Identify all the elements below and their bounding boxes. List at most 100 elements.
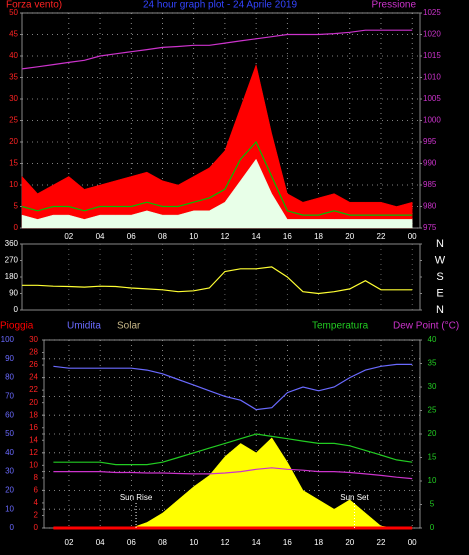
x-tick-label: 16 (283, 538, 292, 547)
y2-tick-label: 1000 (423, 116, 441, 125)
y-tick-label: 80 (5, 373, 14, 382)
y3-tick-label: 8 (34, 473, 39, 482)
y3-tick-label: 4 (34, 498, 39, 507)
y-axis-title: Forza vento) (6, 0, 62, 11)
y-tick-label: 35 (9, 73, 18, 82)
x-tick-label: 02 (64, 232, 73, 241)
y3-tick-label: 20 (29, 398, 38, 407)
y-tick-label: 20 (5, 486, 14, 495)
y-tick-label: 15 (9, 159, 18, 168)
y2-tick-label: 1015 (423, 51, 441, 60)
x-tick-label: 16 (283, 232, 292, 241)
y2-tick-label: 30 (428, 382, 437, 391)
line-series (53, 363, 413, 411)
x-tick-label: 14 (252, 538, 261, 547)
y3-tick-label: 24 (29, 373, 38, 382)
series-label: Umidita (67, 321, 101, 332)
y-tick-label: 270 (5, 256, 19, 265)
y3-tick-label: 12 (29, 448, 38, 457)
x-tick-label: 12 (220, 232, 229, 241)
x-tick-label: 22 (377, 232, 386, 241)
y-tick-label: 50 (9, 8, 18, 17)
y-tick-label: 10 (9, 180, 18, 189)
y2-tick-label: 20 (428, 429, 437, 438)
annotation: Sun Set (340, 493, 369, 502)
y-tick-label: 180 (5, 272, 19, 281)
y-tick-label: 100 (1, 335, 15, 344)
y-tick-label: 20 (9, 137, 18, 146)
y-tick-label: 90 (5, 354, 14, 363)
y2-tick-label: 995 (423, 137, 437, 146)
y3-tick-label: 30 (29, 335, 38, 344)
y3-tick-label: 22 (29, 385, 38, 394)
y2-tick-label: 990 (423, 159, 437, 168)
y2-tick-label: 1025 (423, 8, 441, 17)
series-label: Solar (117, 321, 141, 332)
y-tick-label: 0 (14, 305, 19, 314)
x-tick-label: 22 (377, 538, 386, 547)
y2-tick-label: 40 (428, 335, 437, 344)
y2-tick-label: N (436, 304, 444, 316)
y-tick-label: 60 (5, 410, 14, 419)
y-tick-label: 360 (5, 239, 19, 248)
series-label: Temperatura (312, 321, 369, 332)
x-tick-label: 18 (314, 538, 323, 547)
x-tick-label: 12 (221, 538, 230, 547)
line-series (22, 266, 413, 295)
line-series (21, 140, 413, 216)
chart-title: 24 hour graph plot - 24 Aprile 2019 (143, 0, 297, 11)
x-tick-label: 18 (314, 232, 323, 241)
y3-tick-label: 18 (29, 410, 38, 419)
y2-tick-label: 15 (428, 453, 437, 462)
y2-axis-title: Pressione (372, 0, 417, 11)
y2-tick-label: 25 (428, 406, 437, 415)
x-tick-label: 08 (158, 232, 167, 241)
y2-tick-label: 1020 (423, 30, 441, 39)
line-series (21, 29, 413, 70)
area-series (21, 63, 413, 229)
y2-tick-label: 0 (430, 523, 435, 532)
y-tick-label: 5 (14, 202, 19, 211)
annotation: Sun Rise (120, 493, 153, 502)
x-tick-label: 04 (96, 538, 105, 547)
y3-tick-label: 0 (34, 523, 39, 532)
y-tick-label: 70 (5, 392, 14, 401)
y3-tick-label: 26 (29, 360, 38, 369)
y2-tick-label: 5 (430, 500, 435, 509)
series-label: Pioggia (0, 321, 34, 332)
y3-tick-label: 14 (29, 435, 38, 444)
x-tick-label: 00 (408, 232, 417, 241)
y-tick-label: 30 (9, 94, 18, 103)
y2-tick-label: 35 (428, 359, 437, 368)
x-tick-label: 06 (127, 232, 136, 241)
x-tick-label: 20 (345, 232, 354, 241)
y-tick-label: 50 (5, 429, 14, 438)
y2-tick-label: N (436, 238, 444, 250)
x-tick-label: 00 (408, 538, 417, 547)
x-tick-label: 06 (127, 538, 136, 547)
y-tick-label: 0 (14, 223, 19, 232)
y2-tick-label: E (436, 287, 443, 299)
line-series (53, 433, 413, 466)
y-tick-label: 90 (9, 289, 18, 298)
y-tick-label: 25 (9, 116, 18, 125)
y2-tick-label: 980 (423, 202, 437, 211)
y3-tick-label: 28 (29, 348, 38, 357)
y3-tick-label: 2 (34, 511, 39, 520)
y2-tick-label: S (436, 271, 443, 283)
x-tick-label: 20 (345, 538, 354, 547)
x-tick-label: 08 (158, 538, 167, 547)
y-tick-label: 45 (9, 30, 18, 39)
y2-tick-label: 10 (428, 476, 437, 485)
x-tick-label: 10 (189, 538, 198, 547)
y-tick-label: 40 (9, 51, 18, 60)
line-series (53, 467, 413, 480)
y2-tick-label: 975 (423, 223, 437, 232)
y3-tick-label: 10 (29, 460, 38, 469)
y-tick-label: 30 (5, 467, 14, 476)
y-tick-label: 40 (5, 448, 14, 457)
y3-tick-label: 16 (29, 423, 38, 432)
x-tick-label: 10 (189, 232, 198, 241)
x-tick-label: 04 (96, 232, 105, 241)
y3-tick-label: 6 (34, 486, 39, 495)
